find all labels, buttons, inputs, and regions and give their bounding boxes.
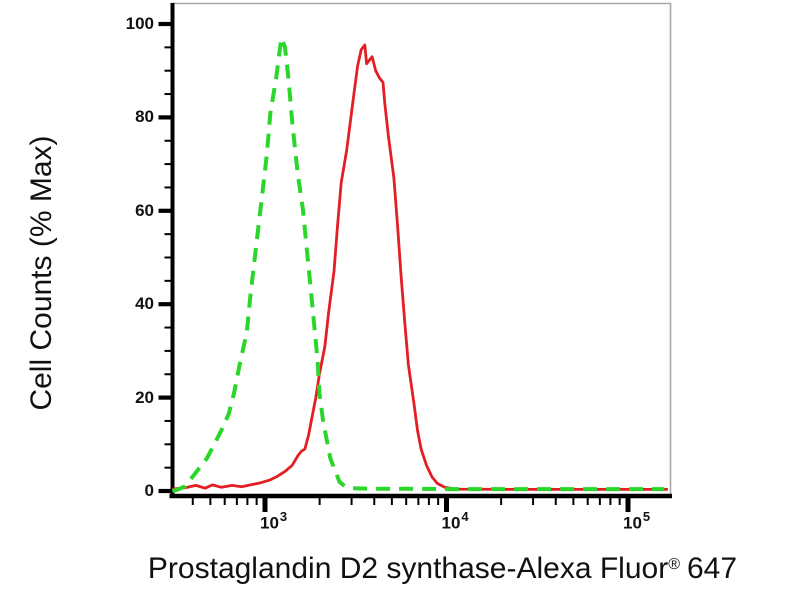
red-solid-stained-curve [172, 43, 668, 491]
registered-trademark-symbol: ® [668, 556, 680, 573]
x-axis-title-suffix: 647 [687, 552, 738, 585]
x-axis-title-main: Prostaglandin D2 synthase-Alexa Fluor [147, 552, 669, 585]
green-dashed-control-curve [171, 36, 665, 493]
x-axis-title: Prostaglandin D2 synthase-Alexa Fluor® 64… [85, 552, 800, 586]
y-axis-title: Cell Counts (% Max) [25, 135, 58, 411]
